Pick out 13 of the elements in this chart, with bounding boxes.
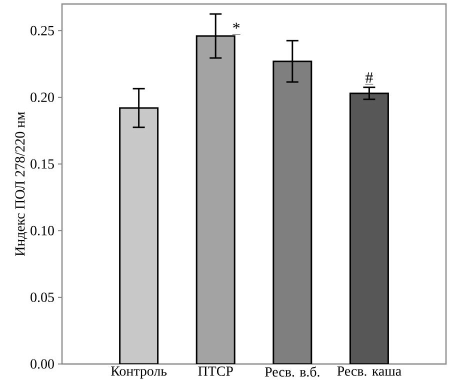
annotation: #: [366, 72, 373, 83]
y-tick-label: 0.05: [30, 292, 54, 302]
annotation: *: [233, 22, 240, 29]
y-tick-label: 0.00: [30, 359, 54, 369]
y-tick-label: 0.15: [30, 159, 54, 169]
x-tick-label: ПТСР: [198, 366, 233, 376]
x-tick-label: Ресв. каша: [337, 366, 402, 376]
y-axis-title: Индекс ПОЛ 278/220 нм: [15, 112, 28, 256]
y-tick-label: 0.20: [30, 92, 54, 102]
x-tick-label: Ресв. в.б.: [264, 366, 320, 377]
y-tick-label: 0.25: [30, 26, 54, 36]
x-tick-label: Контроль: [111, 366, 167, 379]
y-tick-label: 0.10: [30, 226, 54, 236]
